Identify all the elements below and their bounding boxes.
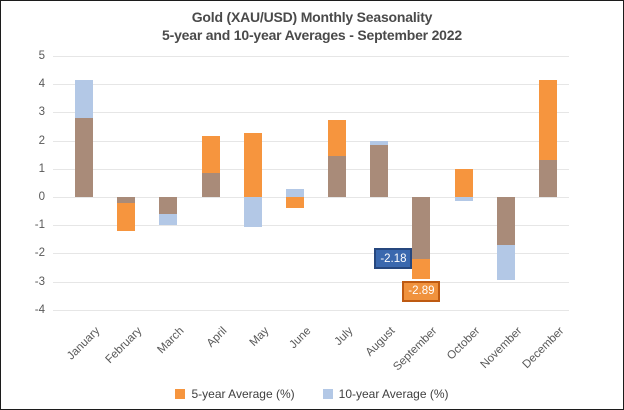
bar-august-overlap bbox=[370, 144, 389, 197]
bar-november-overlap bbox=[496, 197, 515, 245]
bar-march-overlap bbox=[159, 197, 178, 214]
bar-july-5y-average bbox=[328, 120, 347, 157]
y-axis-tick-5: 5 bbox=[38, 50, 45, 62]
bar-october-10y-average bbox=[454, 197, 473, 202]
bar-july-overlap bbox=[328, 156, 347, 197]
y-axis-tick--4: -4 bbox=[34, 303, 45, 316]
gridline-y--3 bbox=[53, 281, 569, 283]
y-axis-tick--3: -3 bbox=[34, 275, 45, 288]
y-axis-tick-1: 1 bbox=[38, 162, 45, 175]
data-label-218-callout: -2.18 bbox=[374, 248, 413, 269]
bar-may-10y-average bbox=[243, 197, 262, 227]
gridline-y-2 bbox=[53, 140, 569, 142]
legend-label-10y: 10-year Average (%) bbox=[338, 387, 449, 401]
y-axis-tick--1: -1 bbox=[34, 219, 45, 232]
gridline-y--1 bbox=[53, 225, 569, 227]
bar-february-overlap bbox=[117, 197, 136, 203]
bar-december-5y-average bbox=[539, 80, 557, 161]
bar-march-10y-average bbox=[159, 213, 178, 226]
data-label-289-callout: -2.89 bbox=[402, 280, 441, 302]
legend-item-10y: 10-year Average (%) bbox=[322, 387, 449, 401]
bar-december-overlap bbox=[539, 160, 557, 197]
bar-october-5y-average bbox=[454, 168, 473, 197]
bar-august-10y-average bbox=[370, 140, 389, 145]
bar-november-10y-average bbox=[496, 244, 515, 281]
bar-april-5y-average bbox=[201, 136, 220, 174]
bar-june-5y-average bbox=[285, 197, 304, 209]
bar-may-5y-average bbox=[243, 133, 262, 197]
y-axis-tick-4: 4 bbox=[38, 78, 45, 91]
y-axis-tick-0: 0 bbox=[38, 191, 45, 203]
bar-september-overlap bbox=[412, 197, 431, 259]
legend-item-5y: 5-year Average (%) bbox=[175, 387, 295, 401]
gridline-y-0 bbox=[53, 197, 569, 198]
legend-label-5y: 5-year Average (%) bbox=[191, 387, 295, 401]
y-axis-tick-2: 2 bbox=[38, 134, 45, 147]
y-axis-tick-3: 3 bbox=[38, 106, 45, 119]
gridline-y-5 bbox=[53, 56, 569, 57]
bar-february-5y-average bbox=[117, 202, 136, 231]
chart-title-line1: Gold (XAU/USD) Monthly Seasonality bbox=[191, 9, 433, 25]
gridline-y-1 bbox=[53, 168, 569, 170]
gridline-y-3 bbox=[53, 112, 569, 114]
legend-swatch-10y-icon bbox=[322, 389, 333, 399]
chart-title-line2: 5-year and 10-year Averages - September … bbox=[162, 27, 462, 43]
bar-january-10y-average bbox=[75, 80, 94, 119]
gridline-y-4 bbox=[53, 84, 569, 86]
gridline-y--2 bbox=[53, 253, 569, 255]
legend: 5-year Average (%) 10-year Average (%) bbox=[1, 387, 623, 401]
y-axis-tick--2: -2 bbox=[34, 247, 45, 260]
chart-title: Gold (XAU/USD) Monthly Seasonality 5-yea… bbox=[1, 8, 623, 44]
bar-june-10y-average bbox=[285, 188, 304, 197]
bar-january-overlap bbox=[75, 118, 94, 197]
bar-april-overlap bbox=[201, 173, 220, 197]
legend-swatch-5y-icon bbox=[175, 389, 186, 399]
bar-september-5y-average bbox=[412, 258, 431, 279]
gridline-y--4 bbox=[53, 309, 569, 311]
